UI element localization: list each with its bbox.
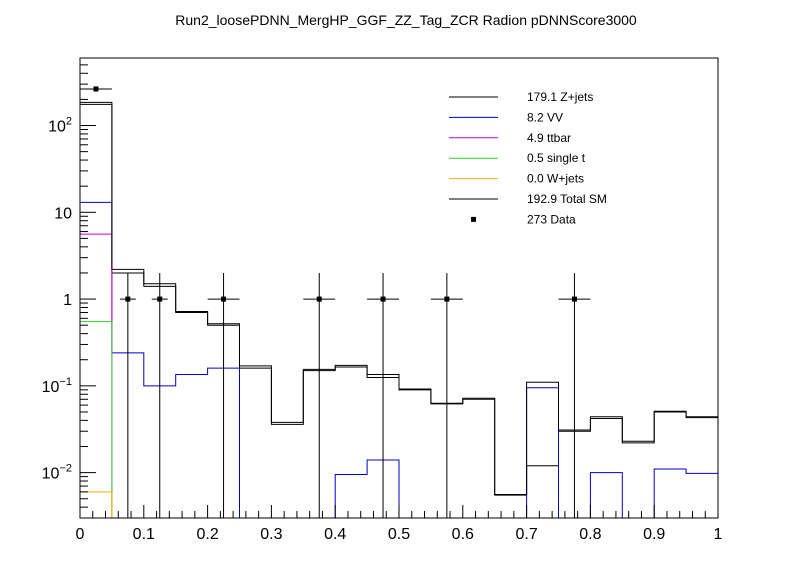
legend-entry-single-t: 0.5 single t — [449, 151, 586, 165]
legend-entry-w-jets: 0.0 W+jets — [449, 172, 584, 186]
data-point — [430, 272, 463, 518]
legend-label: 192.9 Total SM — [527, 192, 607, 206]
y-tick-label: 10 — [54, 205, 72, 222]
x-tick-label: 0.5 — [388, 526, 410, 543]
legend-entry-z-jets: 179.1 Z+jets — [449, 90, 593, 104]
data-point — [558, 272, 591, 518]
data-point-marker — [157, 296, 163, 302]
data-point — [367, 272, 399, 518]
data-point-marker — [221, 296, 227, 302]
data-point-marker — [571, 296, 577, 302]
data-points-group — [80, 86, 591, 518]
y-tick-label: 10−1 — [42, 376, 72, 396]
histogram-series-total-sm — [80, 101, 718, 495]
data-point — [207, 272, 240, 518]
legend-label: 0.5 single t — [527, 151, 586, 165]
data-point-marker — [380, 296, 386, 302]
x-tick-label: 0.1 — [133, 526, 155, 543]
axes-group: 0 0.1 0.2 0.3 0.4 0.5 0.6 0.7 0.8 0.9 1 10−2 10−1 1 10… — [42, 57, 723, 543]
x-tick-label: 0.4 — [324, 526, 346, 543]
x-tick-label: 0.6 — [452, 526, 474, 543]
legend-label: 8.2 VV — [527, 110, 563, 124]
data-point-marker — [125, 296, 131, 302]
y-tick-label: 102 — [48, 116, 72, 136]
legend-entry-total-sm: 192.9 Total SM — [449, 192, 607, 206]
legend-entry-ttbar: 4.9 ttbar — [449, 131, 571, 145]
data-point — [303, 272, 336, 518]
x-tick-label: 0.7 — [515, 526, 537, 543]
histogram-series-group — [80, 101, 718, 519]
legend-label: 273 Data — [527, 212, 576, 226]
histogram-series-vv — [80, 201, 718, 519]
legend-label: 0.0 W+jets — [527, 172, 584, 186]
y-tick-label: 1 — [63, 292, 72, 309]
legend-label: 179.1 Z+jets — [527, 90, 593, 104]
data-point — [119, 272, 136, 518]
data-point-marker — [316, 296, 322, 302]
legend-entry-vv: 8.2 VV — [449, 110, 563, 124]
x-tick-label: 0 — [76, 526, 85, 543]
legend-entry-data: 273 Data — [471, 212, 576, 226]
data-point — [80, 86, 112, 92]
data-point-marker — [93, 86, 99, 92]
legend: 179.1 Z+jets 8.2 VV 4.9 ttbar 0.5 single t 0… — [449, 90, 607, 226]
data-point — [151, 272, 168, 518]
legend-marker — [471, 216, 476, 222]
x-tick-label: 1 — [714, 526, 723, 543]
chart-title: Run2_loosePDNN_MergHP_GGF_ZZ_Tag_ZCR Rad… — [175, 12, 637, 28]
x-tick-label: 0.3 — [260, 526, 282, 543]
y-tick-label: 10−2 — [42, 463, 72, 483]
x-tick-label: 0.8 — [579, 526, 601, 543]
legend-label: 4.9 ttbar — [527, 131, 571, 145]
x-tick-label: 0.9 — [643, 526, 665, 543]
data-point-marker — [444, 296, 450, 302]
x-tick-label: 0.2 — [196, 526, 218, 543]
